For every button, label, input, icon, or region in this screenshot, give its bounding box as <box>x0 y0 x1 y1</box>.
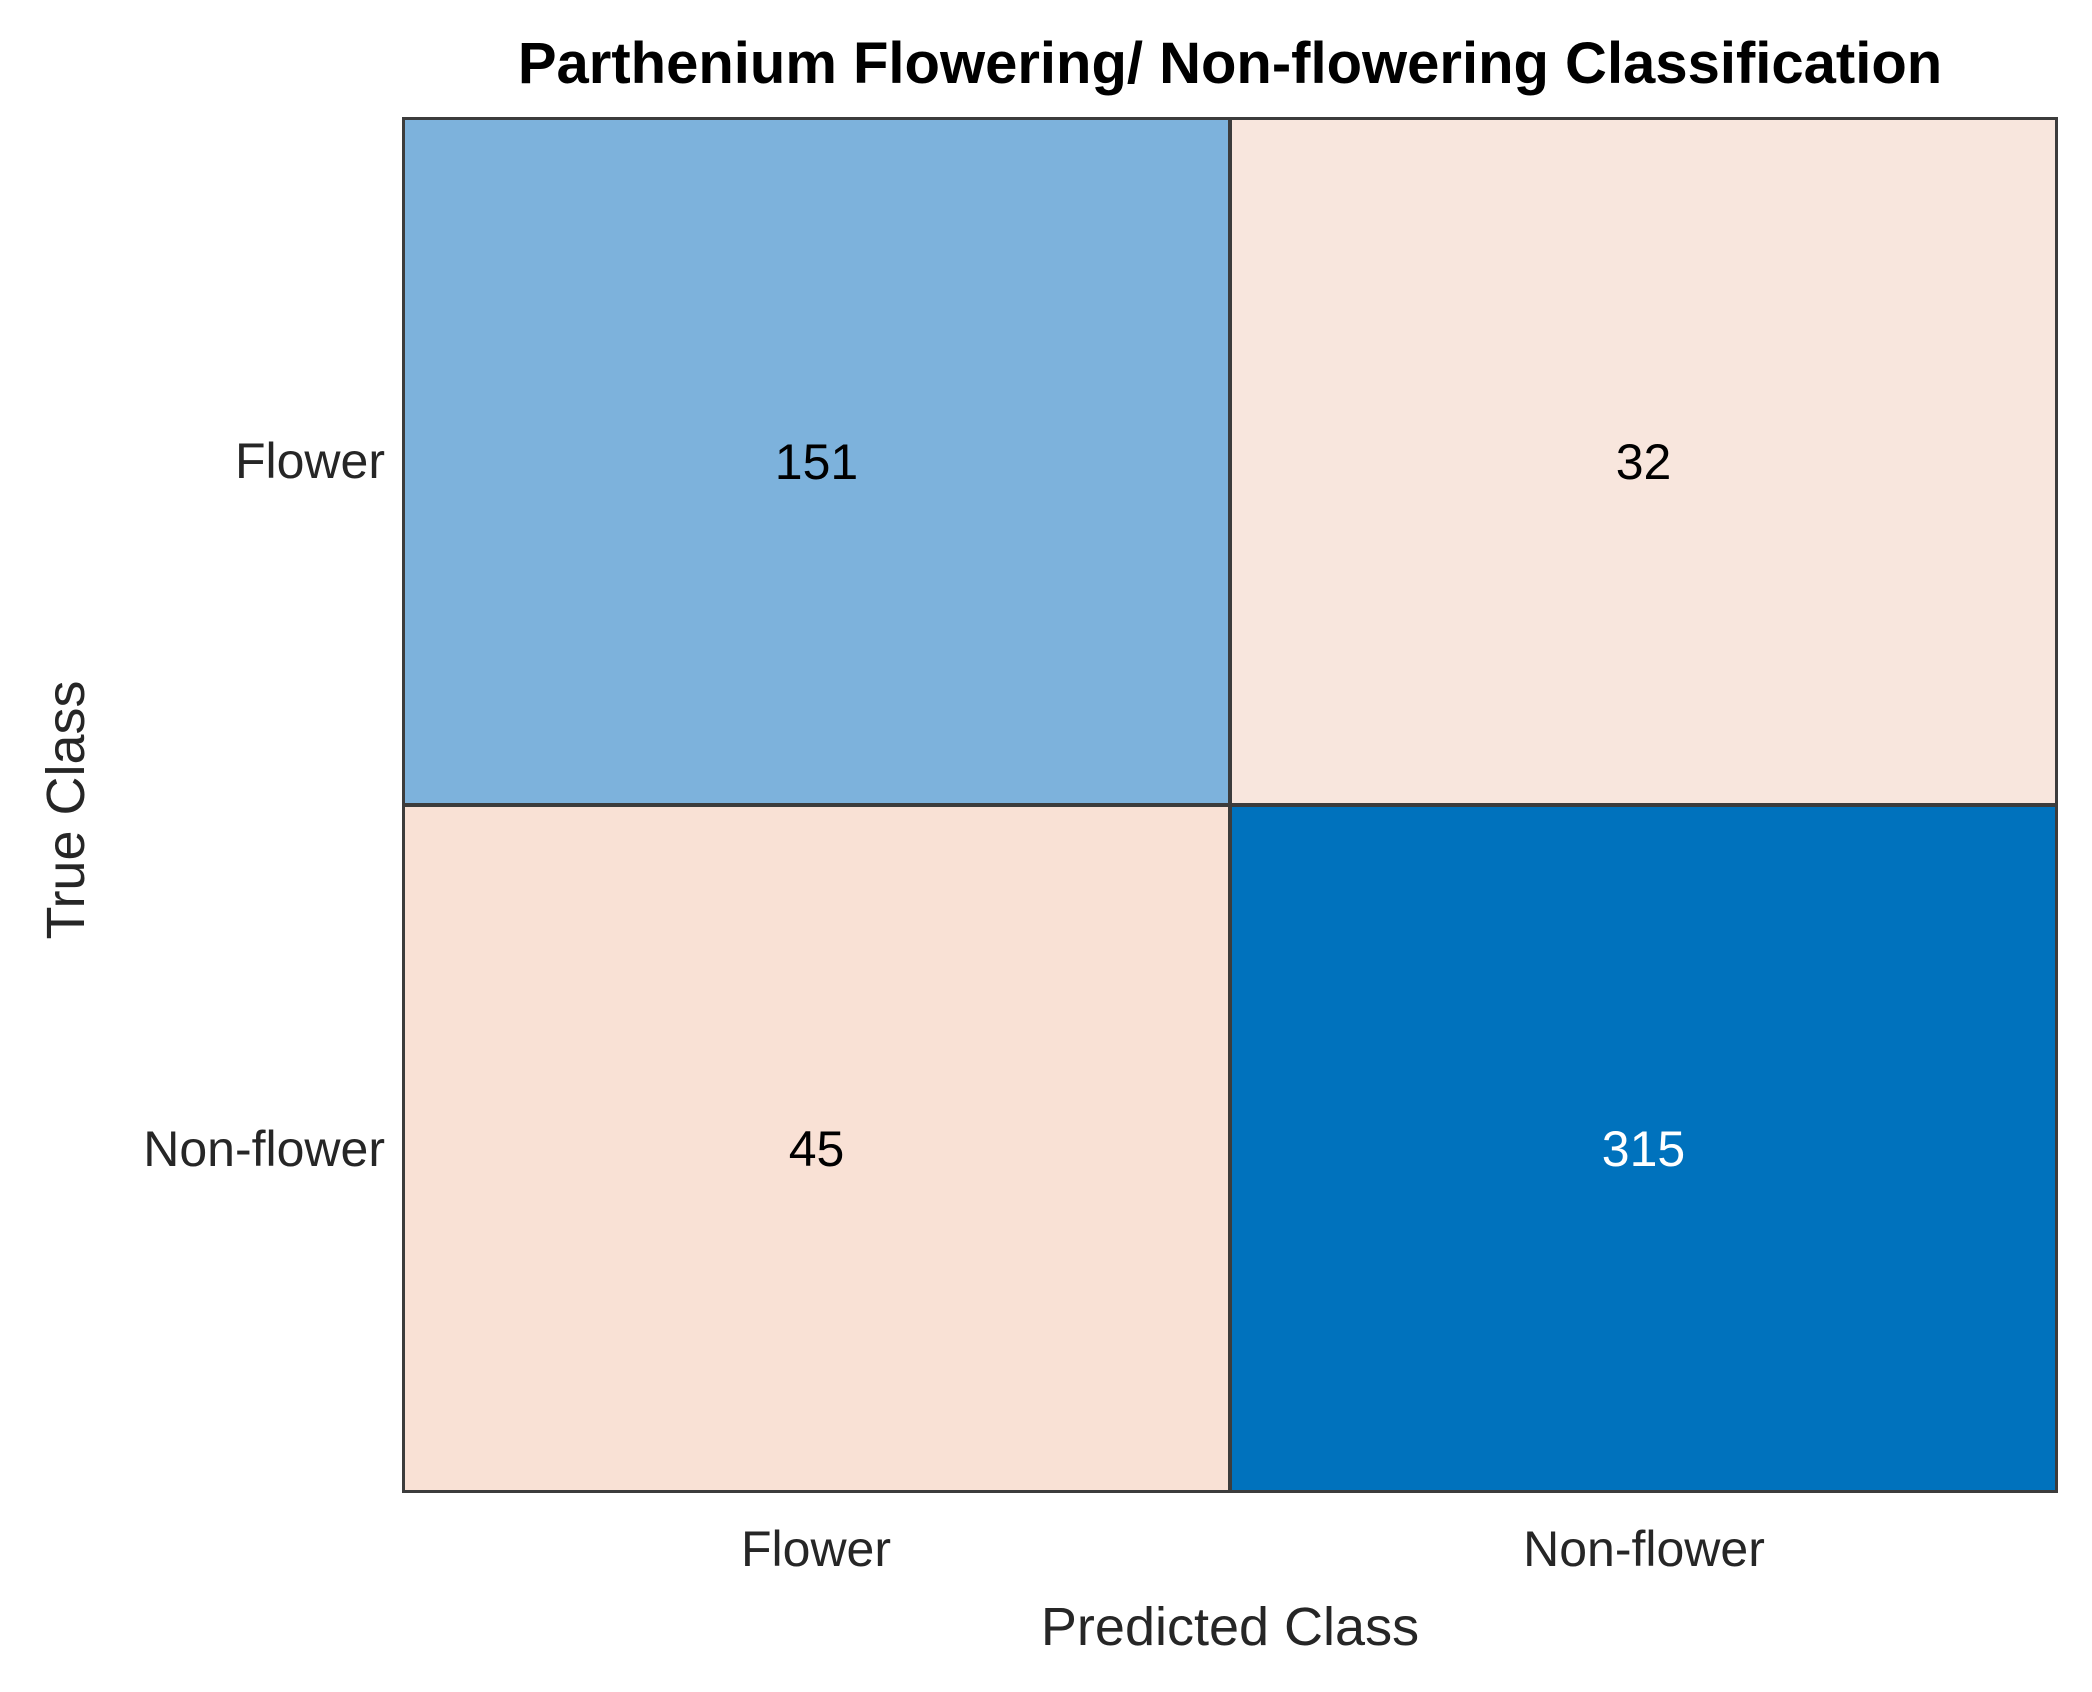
cell-true-flower-pred-flower: 151 <box>405 120 1228 803</box>
cell-value: 151 <box>774 433 859 490</box>
y-tick-non-flower: Non-flower <box>143 1121 385 1177</box>
cell-value: 45 <box>788 1120 845 1177</box>
cell-true-non-flower-pred-non-flower: 315 <box>1232 807 2055 1490</box>
cell-value: 315 <box>1601 1120 1686 1177</box>
y-axis-label: True Class <box>36 680 96 940</box>
x-tick-non-flower: Non-flower <box>1523 1521 1765 1577</box>
cell-true-flower-pred-non-flower: 32 <box>1232 120 2055 803</box>
cell-true-non-flower-pred-flower: 45 <box>405 807 1228 1490</box>
chart-title: Parthenium Flowering/ Non-flowering Clas… <box>517 31 1943 96</box>
cell-value: 32 <box>1615 433 1672 490</box>
x-axis-label: Predicted Class <box>1040 1597 1420 1657</box>
confusion-matrix-grid: 151 32 45 315 <box>402 117 2058 1493</box>
y-tick-flower: Flower <box>234 433 385 489</box>
x-tick-flower: Flower <box>740 1521 892 1577</box>
